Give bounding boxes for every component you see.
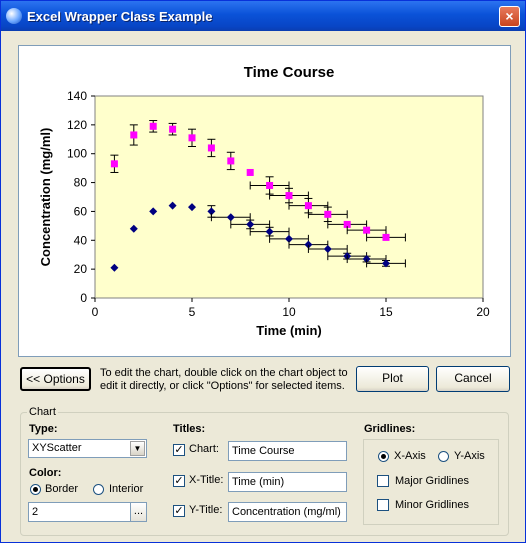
ytitle-field[interactable]: Concentration (mg/ml) bbox=[228, 502, 347, 522]
chart-groupbox bbox=[20, 412, 509, 536]
y-tick-label: 100 bbox=[67, 147, 87, 161]
data-point-series-2 bbox=[246, 220, 255, 229]
xtitle-checkbox[interactable]: ✓ bbox=[173, 475, 185, 487]
x-tick-label: 5 bbox=[189, 305, 196, 319]
data-point-series-1 bbox=[188, 134, 196, 142]
y-tick-label: 0 bbox=[80, 291, 87, 305]
hint-text: To edit the chart, double click on the c… bbox=[100, 367, 348, 392]
data-point-series-1 bbox=[363, 226, 371, 234]
data-point-series-1 bbox=[149, 122, 157, 130]
data-point-series-1 bbox=[343, 220, 351, 228]
chart-title-checkbox[interactable]: ✓ bbox=[173, 444, 185, 456]
grid-xaxis-radio[interactable] bbox=[378, 451, 389, 462]
major-gridlines-checkbox[interactable] bbox=[377, 475, 389, 487]
x-tick-label: 0 bbox=[92, 305, 99, 319]
grid-yaxis-radio[interactable] bbox=[438, 451, 449, 462]
data-point-series-1 bbox=[130, 131, 138, 139]
data-point-series-2 bbox=[382, 259, 390, 268]
grid-yaxis-label: Y-Axis bbox=[454, 450, 485, 462]
data-point-series-1 bbox=[110, 160, 118, 168]
data-point-series-2 bbox=[323, 244, 332, 253]
y-tick-label: 20 bbox=[74, 262, 88, 276]
y-tick-label: 120 bbox=[67, 118, 87, 132]
data-point-series-2 bbox=[168, 201, 177, 210]
data-point-series-2 bbox=[226, 213, 235, 222]
x-axis-title: Time (min) bbox=[256, 323, 322, 338]
y-tick-label: 140 bbox=[67, 89, 87, 103]
gridlines-label: Gridlines: bbox=[364, 423, 416, 435]
x-tick-label: 20 bbox=[476, 305, 490, 319]
data-point-series-1 bbox=[285, 192, 293, 200]
data-point-series-2 bbox=[265, 227, 274, 236]
color-interior-label: Interior bbox=[109, 483, 144, 495]
minor-gridlines-label: Minor Gridlines bbox=[395, 499, 469, 511]
type-select-value: XYScatter bbox=[32, 442, 82, 454]
chart-object[interactable]: Time Course Time (min) Concentration (mg/m… bbox=[18, 45, 511, 357]
chevron-down-icon[interactable]: ▼ bbox=[130, 441, 145, 456]
options-button[interactable]: << Options bbox=[20, 367, 91, 391]
color-border-radio[interactable] bbox=[30, 484, 41, 495]
major-gridlines-label: Major Gridlines bbox=[395, 475, 469, 487]
chart-group-title: Chart bbox=[27, 406, 58, 418]
x-tick-label: 10 bbox=[282, 305, 296, 319]
chart[interactable]: Time Course Time (min) Concentration (mg/m… bbox=[19, 46, 510, 356]
grid-xaxis-label: X-Axis bbox=[394, 450, 426, 462]
plot-button[interactable]: Plot bbox=[356, 366, 429, 392]
app-icon bbox=[6, 8, 22, 24]
xtitle-field[interactable]: Time (min) bbox=[228, 472, 347, 492]
chart-title-label: Chart: bbox=[189, 443, 219, 455]
ytitle-checkbox[interactable]: ✓ bbox=[173, 505, 185, 517]
data-point-series-2 bbox=[129, 224, 138, 233]
chart-title: Time Course bbox=[244, 64, 335, 81]
data-point-series-2 bbox=[188, 203, 196, 212]
color-interior-radio[interactable] bbox=[93, 484, 104, 495]
y-tick-label: 60 bbox=[74, 204, 88, 218]
data-point-series-1 bbox=[246, 168, 254, 176]
window-title: Excel Wrapper Class Example bbox=[27, 9, 213, 24]
data-point-series-1 bbox=[227, 157, 235, 165]
title-bar[interactable]: Excel Wrapper Class Example × bbox=[1, 1, 525, 31]
gridlines-box bbox=[363, 439, 499, 525]
minor-gridlines-checkbox[interactable] bbox=[377, 499, 389, 511]
data-point-series-1 bbox=[304, 202, 312, 210]
data-point-series-1 bbox=[169, 125, 177, 133]
x-tick-label: 15 bbox=[379, 305, 393, 319]
data-point-series-1 bbox=[324, 210, 332, 218]
chart-title-field[interactable]: Time Course bbox=[228, 441, 347, 461]
data-point-series-1 bbox=[207, 144, 215, 152]
color-label: Color: bbox=[29, 467, 62, 479]
cancel-button[interactable]: Cancel bbox=[436, 366, 510, 392]
type-label: Type: bbox=[29, 423, 58, 435]
data-point-series-2 bbox=[304, 240, 313, 249]
data-point-series-1 bbox=[266, 181, 274, 189]
y-axis-title: Concentration (mg/ml) bbox=[38, 128, 53, 267]
data-point-series-2 bbox=[285, 234, 293, 243]
xtitle-label: X-Title: bbox=[189, 474, 224, 486]
y-tick-label: 40 bbox=[74, 233, 88, 247]
ytitle-label: Y-Title: bbox=[189, 504, 223, 516]
type-select[interactable]: XYScatter ▼ bbox=[28, 439, 147, 458]
y-tick-label: 80 bbox=[74, 176, 88, 190]
close-button[interactable]: × bbox=[499, 6, 520, 27]
color-border-label: Border bbox=[45, 483, 79, 495]
titles-label: Titles: bbox=[173, 423, 206, 435]
data-point-series-2 bbox=[110, 263, 119, 272]
data-point-series-1 bbox=[382, 233, 390, 241]
color-browse-button[interactable]: ... bbox=[130, 502, 147, 522]
data-point-series-2 bbox=[207, 207, 216, 216]
color-index-field[interactable]: 2 bbox=[28, 502, 131, 522]
data-point-series-2 bbox=[149, 207, 158, 216]
